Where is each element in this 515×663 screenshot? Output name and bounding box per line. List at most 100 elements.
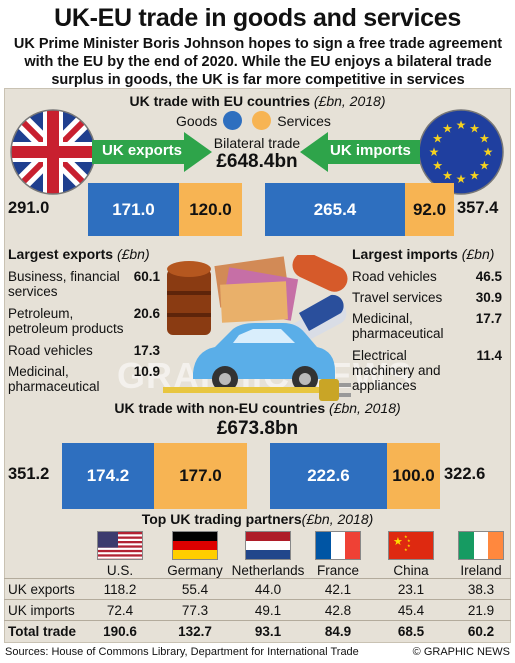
pill-icon xyxy=(292,255,348,292)
eu-exports-total: 291.0 xyxy=(8,199,50,217)
eu-exports-bar: 171.0 120.0 xyxy=(88,183,242,236)
eu-imports-services-segment: 92.0 xyxy=(405,183,454,236)
export-item-value: 17.3 xyxy=(133,343,160,358)
row-label-imports: UK imports xyxy=(8,603,75,618)
country-name: Ireland xyxy=(460,563,502,578)
cell-exports: 118.2 xyxy=(103,582,137,597)
eu-imports-bar: 265.4 92.0 xyxy=(265,183,454,236)
non-eu-section-heading: UK trade with non-EU countries (£bn, 201… xyxy=(0,400,515,416)
france-flag-icon xyxy=(315,531,361,560)
import-item-label: Travel services xyxy=(352,290,443,305)
eu-star-icon: ★ xyxy=(432,159,443,173)
cell-exports: 23.1 xyxy=(397,582,425,597)
partners-heading-text: Top UK trading partners xyxy=(141,511,302,527)
largest-imports-unit: (£bn) xyxy=(461,246,495,262)
eu-imports-goods-segment: 265.4 xyxy=(265,183,405,236)
svg-text:★: ★ xyxy=(404,547,408,552)
cell-total: 190.6 xyxy=(103,624,137,639)
trade-goods-illustration xyxy=(163,255,351,401)
partners-heading-unit: (£bn, 2018) xyxy=(301,511,374,527)
country-name: U.S. xyxy=(106,563,134,578)
largest-exports-unit: (£bn) xyxy=(116,246,150,262)
uk-imports-label: UK imports xyxy=(330,142,411,159)
country-name: Germany xyxy=(167,563,223,578)
import-item-label: Road vehicles xyxy=(352,269,437,284)
netherlands-flag-icon xyxy=(245,531,291,560)
non-eu-imports-bar: 222.6 100.0 xyxy=(270,443,440,509)
legend-services-swatch xyxy=(252,111,272,130)
cell-exports: 55.4 xyxy=(181,582,209,597)
cell-total: 68.5 xyxy=(397,624,425,639)
non-eu-exports-total: 351.2 xyxy=(8,465,50,483)
non-eu-imports-goods-segment: 222.6 xyxy=(270,443,387,509)
eu-imports-total: 357.4 xyxy=(457,199,499,217)
largest-exports-title: Largest exports xyxy=(8,246,114,262)
eu-star-icon: ★ xyxy=(469,168,480,182)
legend-services-label: Services xyxy=(277,112,331,129)
eu-star-icon: ★ xyxy=(469,122,480,136)
ireland-flag-icon xyxy=(458,531,504,560)
eu-heading-text: UK trade with EU countries xyxy=(129,93,310,109)
non-eu-total-value: £673.8bn xyxy=(216,418,299,439)
uk-imports-arrow xyxy=(300,132,420,172)
cell-imports: 45.4 xyxy=(397,603,425,618)
eu-star-icon: ★ xyxy=(479,159,490,173)
legend: Goods Services xyxy=(176,111,376,130)
export-item-value: 60.1 xyxy=(133,269,160,284)
eu-star-icon: ★ xyxy=(442,122,453,136)
plug-icon xyxy=(163,379,351,401)
cell-imports: 49.1 xyxy=(254,603,282,618)
footer-sources: Sources: House of Commons Library, Depar… xyxy=(5,646,359,658)
svg-text:★: ★ xyxy=(404,534,408,539)
export-item-label: Business, financial services xyxy=(8,269,120,299)
cell-imports: 77.3 xyxy=(181,603,209,618)
country-name: China xyxy=(393,563,429,578)
us-flag-icon xyxy=(97,531,143,560)
non-eu-exports-services-segment: 177.0 xyxy=(154,443,247,509)
largest-imports-heading: Largest imports (£bn) xyxy=(352,246,494,262)
eu-star-icon: ★ xyxy=(456,172,467,186)
svg-text:★: ★ xyxy=(407,543,411,548)
eu-section-heading: UK trade with EU countries (£bn, 2018) xyxy=(0,93,515,109)
row-label-total: Total trade xyxy=(8,624,77,639)
import-item-value: 17.7 xyxy=(475,311,502,326)
eu-exports-services-segment: 120.0 xyxy=(179,183,242,236)
cell-total: 60.2 xyxy=(467,624,495,639)
car-icon xyxy=(193,323,335,392)
eu-star-icon: ★ xyxy=(442,168,453,182)
row-label-exports: UK exports xyxy=(8,582,75,597)
china-flag-icon: ★ ★ ★ ★ ★ xyxy=(388,531,434,560)
import-item-label: Electrical machinery and appliances xyxy=(352,348,441,393)
table-row-divider xyxy=(4,599,511,600)
bilateral-trade-label: Bilateral trade xyxy=(213,135,301,151)
uk-exports-label: UK exports xyxy=(102,142,183,159)
banknotes-icon xyxy=(214,256,299,323)
uk-flag-icon xyxy=(10,109,96,195)
cell-imports: 21.9 xyxy=(467,603,495,618)
table-row-divider xyxy=(4,620,511,621)
eu-exports-goods-segment: 171.0 xyxy=(88,183,179,236)
export-item-value: 10.9 xyxy=(133,364,160,379)
country-name: France xyxy=(316,563,360,578)
page-subtitle: UK Prime Minister Boris Johnson hopes to… xyxy=(13,36,503,88)
largest-exports-heading: Largest exports (£bn) xyxy=(8,246,150,262)
svg-text:★: ★ xyxy=(407,538,411,543)
import-item-value: 30.9 xyxy=(475,290,502,305)
export-item-label: Road vehicles xyxy=(8,343,93,358)
non-eu-exports-bar: 174.2 177.0 xyxy=(62,443,247,509)
export-item-label: Petroleum, petroleum products xyxy=(8,306,124,336)
largest-imports-title: Largest imports xyxy=(352,246,458,262)
cell-imports: 42.8 xyxy=(324,603,352,618)
eu-heading-unit: (£bn, 2018) xyxy=(313,93,386,109)
export-item-label: Medicinal, pharmaceutical xyxy=(8,364,100,394)
cell-exports: 42.1 xyxy=(324,582,352,597)
legend-goods-swatch xyxy=(223,111,243,130)
eu-star-icon: ★ xyxy=(429,145,440,159)
partners-heading: Top UK trading partners(£bn, 2018) xyxy=(0,511,515,527)
cell-imports: 72.4 xyxy=(106,603,134,618)
uk-exports-arrow xyxy=(92,132,212,172)
cell-total: 84.9 xyxy=(324,624,352,639)
export-item-value: 20.6 xyxy=(133,306,160,321)
eu-star-icon: ★ xyxy=(483,145,494,159)
bilateral-trade-value: £648.4bn xyxy=(216,151,298,172)
